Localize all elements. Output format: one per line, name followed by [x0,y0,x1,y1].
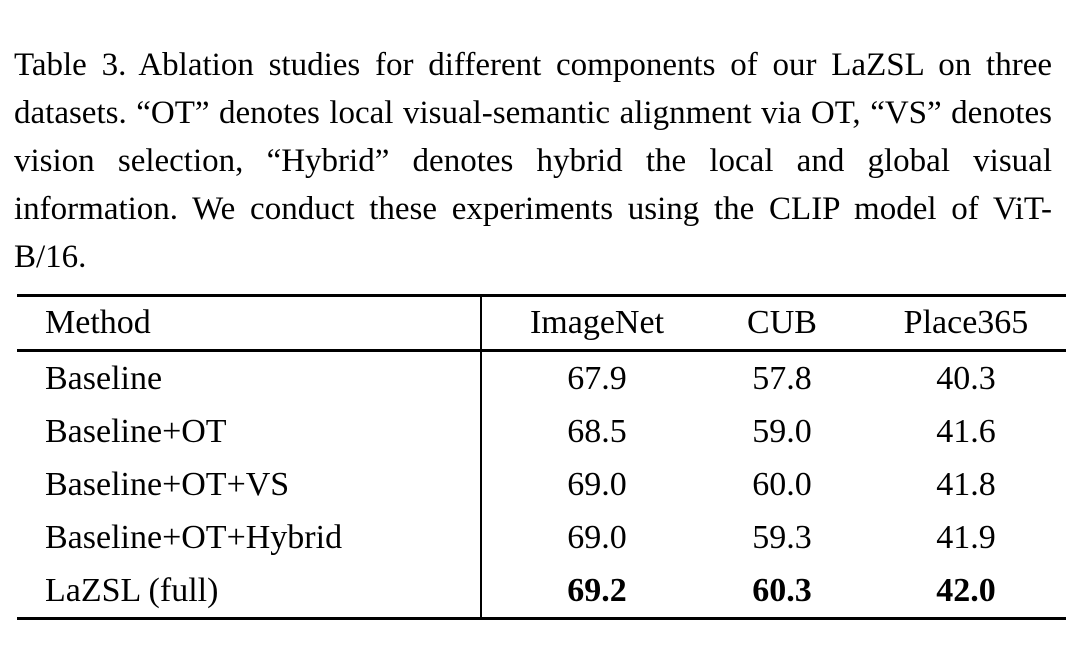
value-cell: 69.0 [567,465,627,503]
table-row-baseline: Baseline 67.9 57.8 40.3 [17,350,1066,405]
col-header-method: Method [17,295,482,352]
value-cell: 68.5 [567,412,627,450]
table-row-baseline-ot: Baseline+OT 68.5 59.0 41.6 [17,405,1066,458]
header-row: Method ImageNet CUB Place365 [17,295,1066,352]
col-header-place365: Place365 [852,295,1066,352]
table-header: Method ImageNet CUB Place365 [17,295,1066,352]
col-header-imagenet: ImageNet [481,295,712,352]
caption-label: Table 3. [14,47,127,83]
value-cell: 42.0 [936,571,996,609]
value-cell: 69.0 [567,518,627,556]
table-row-baseline-ot-hybrid: Baseline+OT+Hybrid 69.0 59.3 41.9 [17,511,1066,564]
method-cell: Baseline [17,350,482,405]
method-cell: Baseline+OT+Hybrid [17,511,482,564]
value-cell: 59.3 [752,518,812,556]
ablation-table-container: Method ImageNet CUB Place365 Baseline 67… [17,294,1066,620]
value-cell: 41.6 [936,412,996,450]
value-cell: 57.8 [752,359,812,397]
value-cell: 41.9 [936,518,996,556]
table-row-baseline-ot-vs: Baseline+OT+VS 69.0 60.0 41.8 [17,458,1066,511]
value-cell: 60.3 [752,571,812,609]
table-caption: Table 3. Ablation studies for different c… [14,41,1052,281]
method-cell: Baseline+OT [17,405,482,458]
table-row-lazsl-full: LaZSL (full) 69.2 60.3 42.0 [17,564,1066,619]
col-header-cub: CUB [712,295,852,352]
value-cell: 60.0 [752,465,812,503]
method-cell: LaZSL (full) [17,564,482,619]
value-cell: 69.2 [567,571,627,609]
value-cell: 59.0 [752,412,812,450]
ablation-table: Method ImageNet CUB Place365 Baseline 67… [17,294,1066,620]
caption-text: Ablation studies for different component… [14,47,1052,275]
value-cell: 41.8 [936,465,996,503]
value-cell: 40.3 [936,359,996,397]
value-cell: 67.9 [567,359,627,397]
method-cell: Baseline+OT+VS [17,458,482,511]
table-body: Baseline 67.9 57.8 40.3 Baseline+OT 68.5… [17,350,1066,619]
